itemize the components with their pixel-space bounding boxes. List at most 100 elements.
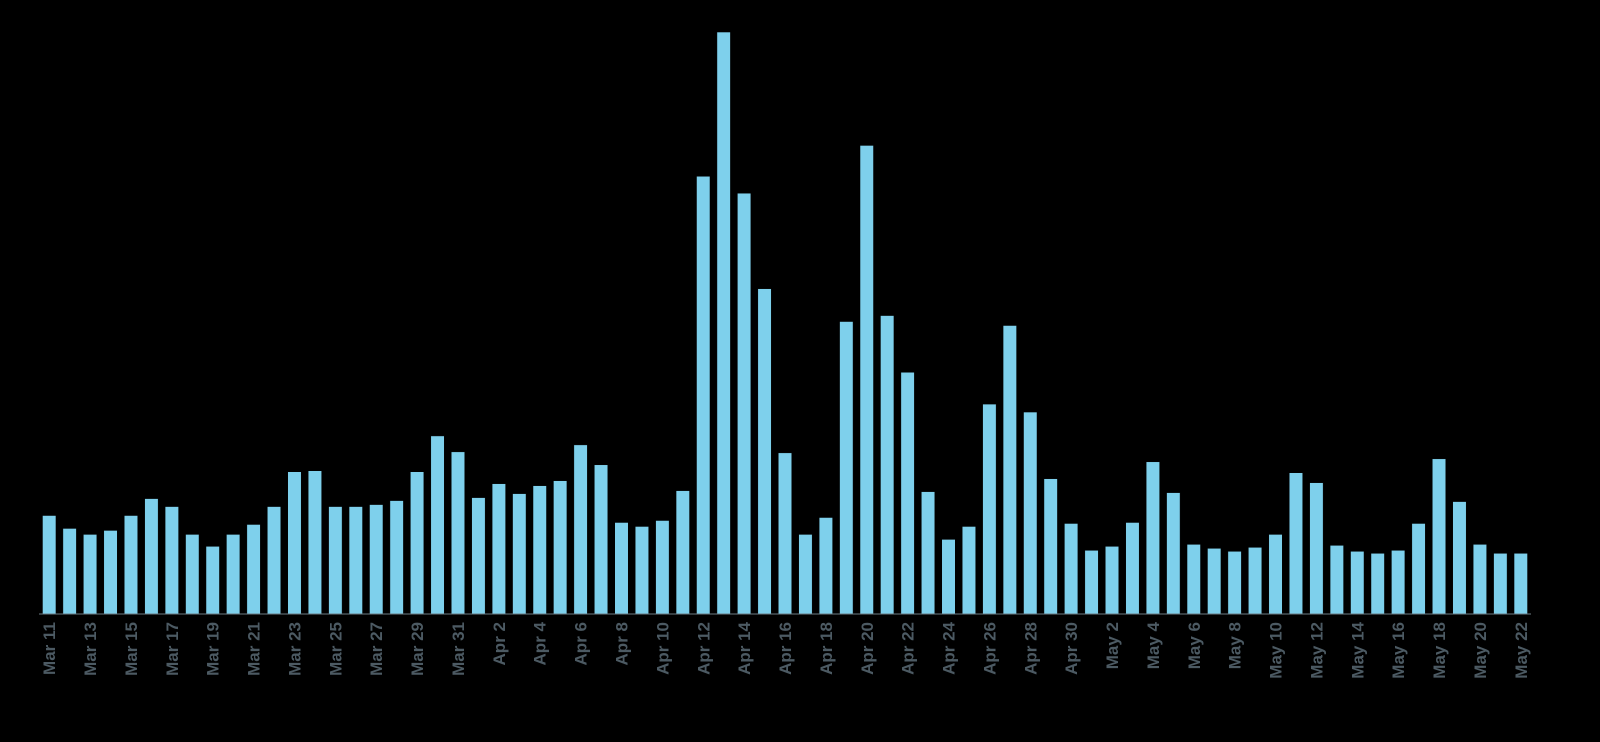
- bar-apr-4: [532, 485, 547, 615]
- bar-may-19: [1452, 501, 1467, 615]
- bar-apr-28: [1023, 411, 1038, 615]
- bar-mar-29: [410, 471, 425, 615]
- bar-mar-17: [164, 506, 179, 615]
- x-tick-label: May 2: [1103, 622, 1122, 669]
- x-tick-label: Mar 19: [204, 622, 223, 676]
- bar-mar-20: [226, 534, 241, 615]
- bar-mar-31: [450, 451, 465, 615]
- bar-apr-3: [512, 493, 527, 615]
- bar-mar-23: [287, 471, 302, 615]
- bar-apr-19: [839, 321, 854, 615]
- bar-apr-26: [982, 403, 997, 615]
- bar-mar-22: [267, 506, 282, 615]
- bar-mar-11: [42, 515, 57, 615]
- bar-mar-18: [185, 534, 200, 615]
- x-tick-label: Apr 6: [572, 622, 591, 665]
- bar-mar-13: [83, 534, 98, 615]
- bar-may-2: [1105, 546, 1120, 615]
- bar-may-11: [1288, 472, 1303, 615]
- x-tick-label: Apr 24: [940, 621, 959, 674]
- bar-mar-25: [328, 506, 343, 615]
- x-tick-label: May 12: [1307, 622, 1326, 679]
- x-tick-label: Mar 11: [40, 622, 59, 675]
- bar-apr-11: [675, 490, 690, 615]
- x-axis-tick-labels: Mar 11 Mar 13 Mar 15 Mar 17 Mar 19 Mar 21 Mar …: [40, 621, 1531, 678]
- x-tick-label: Apr 8: [612, 622, 631, 665]
- bar-may-8: [1227, 551, 1242, 615]
- bar-apr-17: [798, 534, 813, 615]
- bar-apr-5: [553, 480, 568, 615]
- bar-apr-10: [655, 520, 670, 615]
- x-tick-label: Mar 17: [163, 622, 182, 676]
- x-tick-label: May 22: [1512, 622, 1531, 679]
- x-tick-label: Apr 16: [776, 622, 795, 675]
- bar-apr-16: [778, 452, 793, 615]
- bar-may-5: [1166, 492, 1181, 615]
- x-tick-label: May 16: [1389, 622, 1408, 679]
- bar-apr-6: [573, 444, 588, 615]
- x-tick-label: Mar 15: [122, 622, 141, 676]
- x-tick-label: Apr 2: [490, 622, 509, 665]
- bar-apr-7: [594, 464, 609, 615]
- bar-apr-23: [921, 491, 936, 615]
- bar-apr-15: [757, 288, 772, 615]
- x-tick-label: Apr 22: [899, 622, 918, 675]
- bar-may-6: [1186, 544, 1201, 615]
- bar-mar-14: [103, 530, 118, 615]
- bar-may-21: [1493, 553, 1508, 615]
- bar-may-18: [1432, 458, 1447, 615]
- x-tick-label: Apr 20: [858, 622, 877, 675]
- bar-mar-16: [144, 498, 159, 615]
- bar-may-9: [1248, 547, 1263, 615]
- bar-apr-24: [941, 539, 956, 615]
- x-tick-label: Mar 13: [81, 622, 100, 676]
- x-tick-label: Apr 28: [1021, 622, 1040, 675]
- bar-mar-19: [205, 546, 220, 615]
- bar-apr-27: [1002, 325, 1017, 615]
- bar-apr-1: [471, 497, 486, 615]
- x-tick-label: Mar 27: [367, 622, 386, 676]
- bar-apr-9: [634, 526, 649, 615]
- x-tick-label: Mar 25: [326, 622, 345, 676]
- x-tick-label: Apr 14: [735, 621, 754, 674]
- bar-may-13: [1329, 545, 1344, 615]
- x-tick-label: May 20: [1471, 622, 1490, 679]
- x-tick-label: Mar 31: [449, 622, 468, 676]
- bar-may-16: [1391, 550, 1406, 615]
- bar-series: [42, 31, 1528, 615]
- bar-may-20: [1472, 544, 1487, 615]
- bar-may-15: [1370, 553, 1385, 615]
- x-tick-label: May 6: [1185, 622, 1204, 669]
- bar-mar-26: [348, 506, 363, 615]
- x-tick-label: Mar 23: [285, 622, 304, 676]
- x-tick-label: Apr 4: [531, 621, 550, 665]
- x-tick-label: Mar 29: [408, 622, 427, 676]
- bar-may-10: [1268, 534, 1283, 615]
- x-tick-label: May 8: [1226, 622, 1245, 669]
- bar-apr-21: [880, 315, 895, 615]
- x-tick-label: Apr 30: [1062, 622, 1081, 675]
- bar-mar-21: [246, 524, 261, 615]
- bar-may-1: [1084, 550, 1099, 615]
- x-tick-label: May 14: [1348, 621, 1367, 678]
- bar-apr-12: [696, 176, 711, 615]
- x-tick-label: Mar 21: [245, 622, 264, 676]
- bar-may-17: [1411, 523, 1426, 615]
- bar-apr-25: [961, 526, 976, 615]
- bar-apr-8: [614, 522, 629, 615]
- x-tick-label: Apr 12: [694, 622, 713, 675]
- x-tick-label: May 18: [1430, 622, 1449, 679]
- bar-apr-18: [818, 517, 833, 615]
- bar-mar-15: [123, 515, 138, 615]
- x-tick-label: Apr 10: [653, 622, 672, 675]
- bar-mar-30: [430, 435, 445, 615]
- bar-apr-22: [900, 372, 915, 615]
- bar-apr-2: [491, 483, 506, 615]
- bar-apr-13: [716, 31, 731, 615]
- x-tick-label: May 4: [1144, 621, 1163, 669]
- bar-apr-29: [1043, 478, 1058, 615]
- bar-may-12: [1309, 482, 1324, 615]
- bar-apr-20: [859, 145, 874, 615]
